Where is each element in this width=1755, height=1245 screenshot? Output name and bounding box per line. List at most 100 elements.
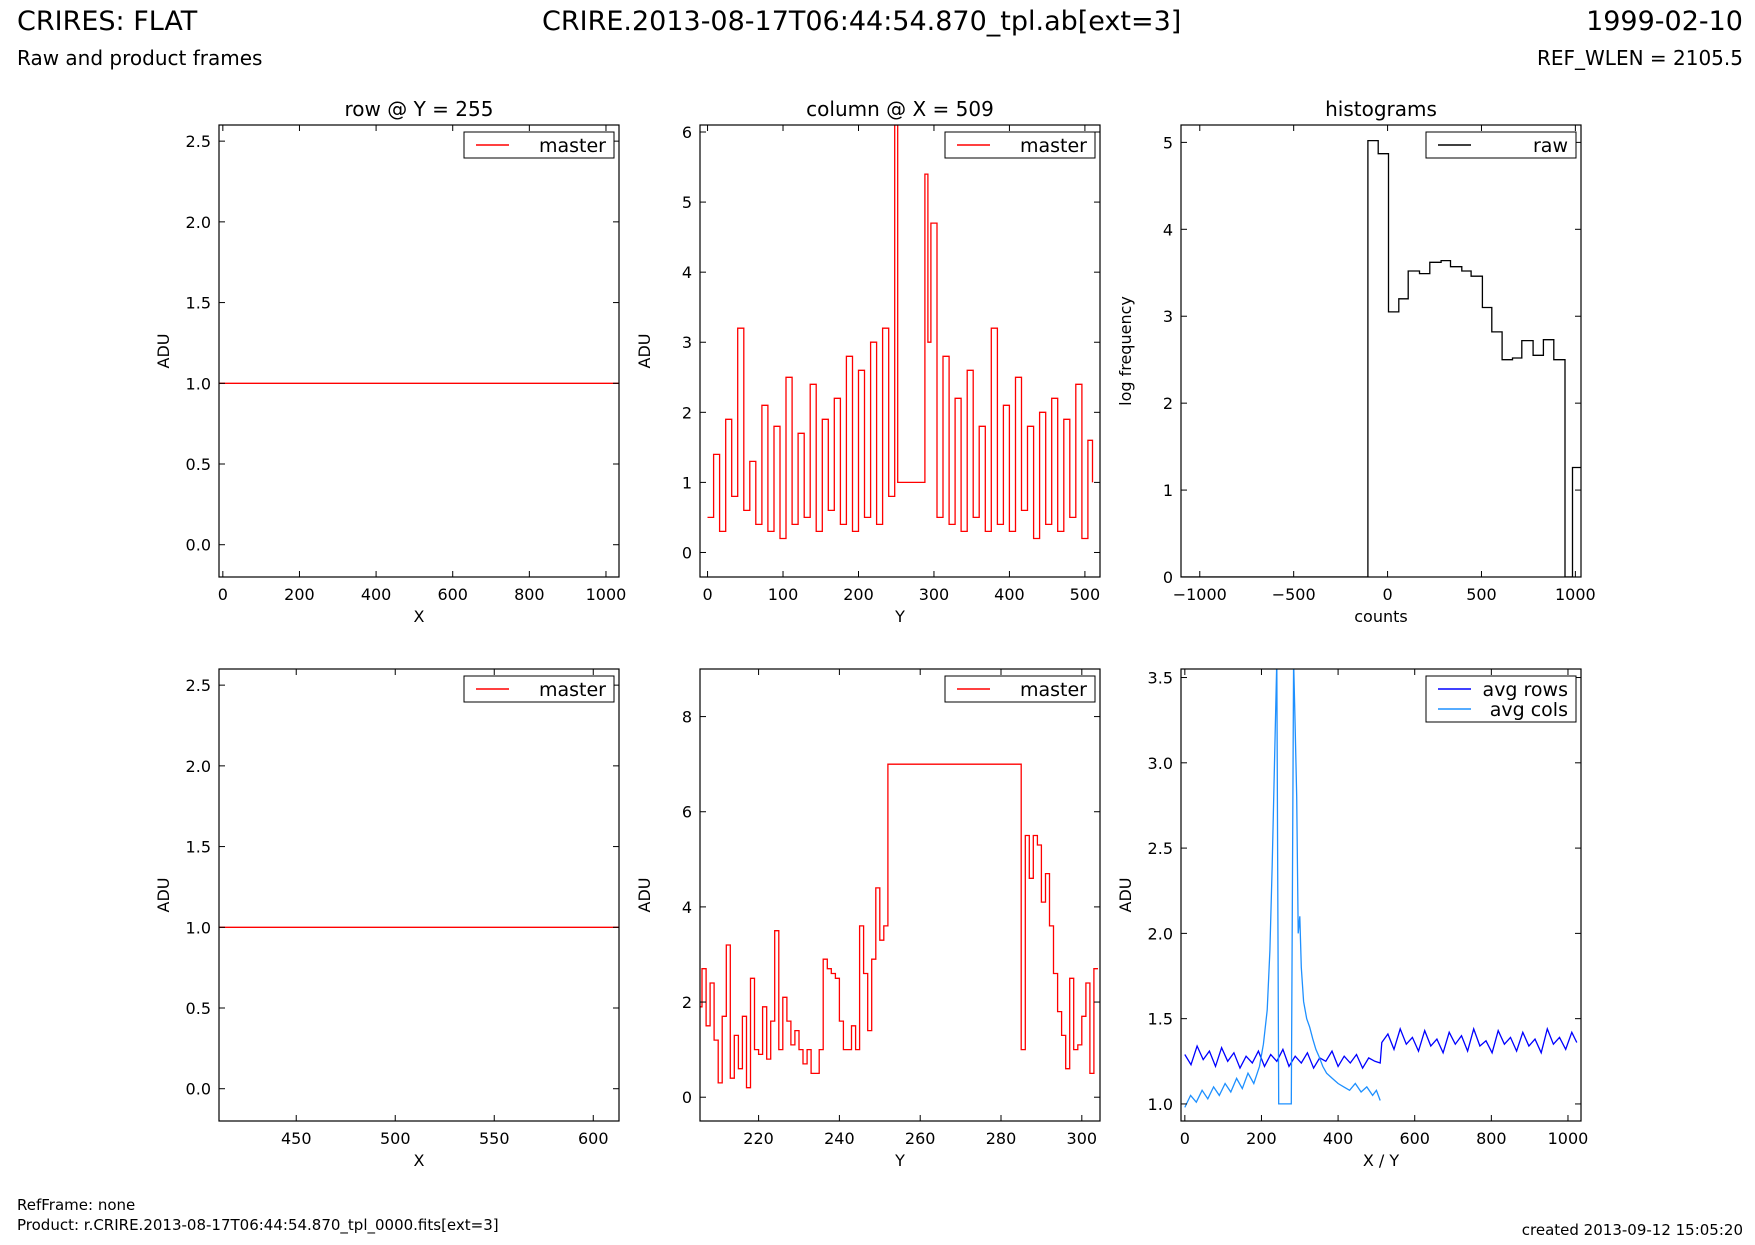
y-tick-label: 8 — [682, 708, 692, 727]
y-tick-label: 1.0 — [186, 374, 211, 393]
y-tick-label: 4 — [682, 263, 692, 282]
x-tick-label: 300 — [919, 585, 950, 604]
y-tick-label: 2 — [682, 993, 692, 1012]
y-tick-label: 2.0 — [186, 757, 211, 776]
x-axis-label: counts — [1354, 607, 1407, 626]
y-tick-label: 6 — [682, 803, 692, 822]
x-tick-label: 1000 — [1548, 1129, 1589, 1148]
plot-frame — [1180, 124, 1582, 578]
x-tick-label: 800 — [1476, 1129, 1507, 1148]
x-tick-label: 400 — [1323, 1129, 1354, 1148]
created-label: created 2013-09-12 15:05:20 — [1521, 1221, 1743, 1239]
chart-title: column @ X = 509 — [806, 97, 994, 121]
x-tick-label: 600 — [1399, 1129, 1430, 1148]
y-tick-label: 5 — [1163, 133, 1173, 152]
y-tick-label: 1.0 — [186, 918, 211, 937]
y-tick-label: 2.5 — [186, 132, 211, 151]
x-tick-label: −1000 — [1173, 585, 1227, 604]
y-axis-label: ADU — [635, 878, 654, 913]
x-tick-label: 550 — [479, 1129, 510, 1148]
y-tick-label: 2 — [682, 403, 692, 422]
series-line-avg-cols — [1184, 669, 1381, 1108]
x-tick-label: 1000 — [586, 585, 627, 604]
y-axis-label: ADU — [1116, 878, 1135, 913]
legend — [1425, 675, 1577, 723]
y-axis-label: ADU — [635, 334, 654, 369]
plot-frame — [699, 668, 1101, 1122]
chart-5: 220 240 260 280 300 0 2 4 6 8 Y ADU master — [635, 668, 1101, 1170]
x-tick-label: 500 — [1070, 585, 1101, 604]
x-tick-label: 0 — [702, 585, 712, 604]
plot-frame — [218, 124, 620, 578]
x-axis-label: X — [414, 607, 425, 626]
plot-frame — [218, 668, 620, 1122]
figure-title: CRIRES: FLAT — [17, 6, 198, 37]
y-tick-label: 3 — [1163, 307, 1173, 326]
legend-label: master — [539, 135, 606, 157]
legend-label: master — [1020, 135, 1087, 157]
y-tick-label: 4 — [682, 898, 692, 917]
chart-3: −1000 −500 0 500 1000 0 1 2 3 4 5 histograms counts l… — [1116, 97, 1596, 626]
x-tick-label: 600 — [437, 585, 468, 604]
x-tick-label: 1000 — [1555, 585, 1596, 604]
x-tick-label: 0 — [1382, 585, 1392, 604]
y-tick-label: 3.0 — [1148, 754, 1173, 773]
x-tick-label: 600 — [578, 1129, 609, 1148]
y-tick-label: 1 — [682, 473, 692, 492]
x-tick-label: 400 — [361, 585, 392, 604]
y-axis-label: ADU — [154, 878, 173, 913]
y-tick-label: 0 — [1163, 568, 1173, 587]
x-tick-label: −500 — [1272, 585, 1316, 604]
x-tick-label: 400 — [994, 585, 1025, 604]
chart-title: row @ Y = 255 — [345, 97, 494, 121]
x-tick-label: 0 — [1180, 1129, 1190, 1148]
x-axis-label: X — [414, 1151, 425, 1170]
y-tick-label: 0 — [682, 1088, 692, 1107]
y-tick-label: 0.5 — [186, 455, 211, 474]
y-tick-label: 4 — [1163, 220, 1173, 239]
ref-wlen-label: REF_WLEN = 2105.5 — [1536, 46, 1743, 70]
y-tick-label: 1.5 — [186, 838, 211, 857]
legend-label: raw — [1533, 135, 1568, 157]
y-tick-label: 6 — [682, 123, 692, 142]
y-tick-label: 1.0 — [1148, 1095, 1173, 1114]
y-tick-label: 0.0 — [186, 1080, 211, 1099]
x-tick-label: 100 — [768, 585, 799, 604]
y-tick-label: 2.0 — [186, 213, 211, 232]
x-tick-label: 260 — [905, 1129, 936, 1148]
x-tick-label: 240 — [824, 1129, 855, 1148]
y-tick-label: 1.5 — [1148, 1010, 1173, 1029]
x-tick-label: 200 — [1246, 1129, 1277, 1148]
x-tick-label: 800 — [514, 585, 545, 604]
x-tick-label: 500 — [380, 1129, 411, 1148]
x-tick-label: 200 — [284, 585, 315, 604]
chart-6: 0 200 400 600 800 1000 1.0 1.5 2.0 2.5 3.0 3.5 X / Y… — [1116, 668, 1589, 1170]
y-tick-label: 3 — [682, 333, 692, 352]
y-tick-label: 3.5 — [1148, 669, 1173, 688]
product-label: Product: r.CRIRE.2013-08-17T06:44:54.870… — [17, 1216, 499, 1234]
y-tick-label: 2.5 — [1148, 839, 1173, 858]
legend-label: master — [1020, 679, 1087, 701]
x-tick-label: 0 — [218, 585, 228, 604]
y-tick-label: 2.0 — [1148, 924, 1173, 943]
chart-4: 450 500 550 600 0.0 0.5 1.0 1.5 2.0 2.5 X ADU master — [154, 668, 620, 1170]
file-name: CRIRE.2013-08-17T06:44:54.870_tpl.ab[ext… — [542, 6, 1182, 37]
x-axis-label: Y — [894, 607, 905, 626]
x-tick-label: 200 — [843, 585, 874, 604]
legend-label: master — [539, 679, 606, 701]
x-tick-label: 280 — [986, 1129, 1017, 1148]
x-tick-label: 500 — [1466, 585, 1497, 604]
legend-label: avg cols — [1490, 699, 1568, 721]
x-tick-label: 300 — [1067, 1129, 1098, 1148]
series-line-master — [700, 763, 1098, 1089]
plot-frame — [699, 124, 1101, 578]
chart-1: 0 200 400 600 800 1000 0.0 0.5 1.0 1.5 2.0 2.5 row @… — [154, 97, 626, 626]
y-tick-label: 2.5 — [186, 676, 211, 695]
y-tick-label: 5 — [682, 193, 692, 212]
x-axis-label: Y — [894, 1151, 905, 1170]
y-tick-label: 0.5 — [186, 999, 211, 1018]
chart-2: 0 100 200 300 400 500 0 1 2 3 4 5 6 column @ X = 509 Y… — [635, 97, 1101, 626]
y-axis-label: ADU — [154, 334, 173, 369]
x-tick-label: 220 — [743, 1129, 774, 1148]
